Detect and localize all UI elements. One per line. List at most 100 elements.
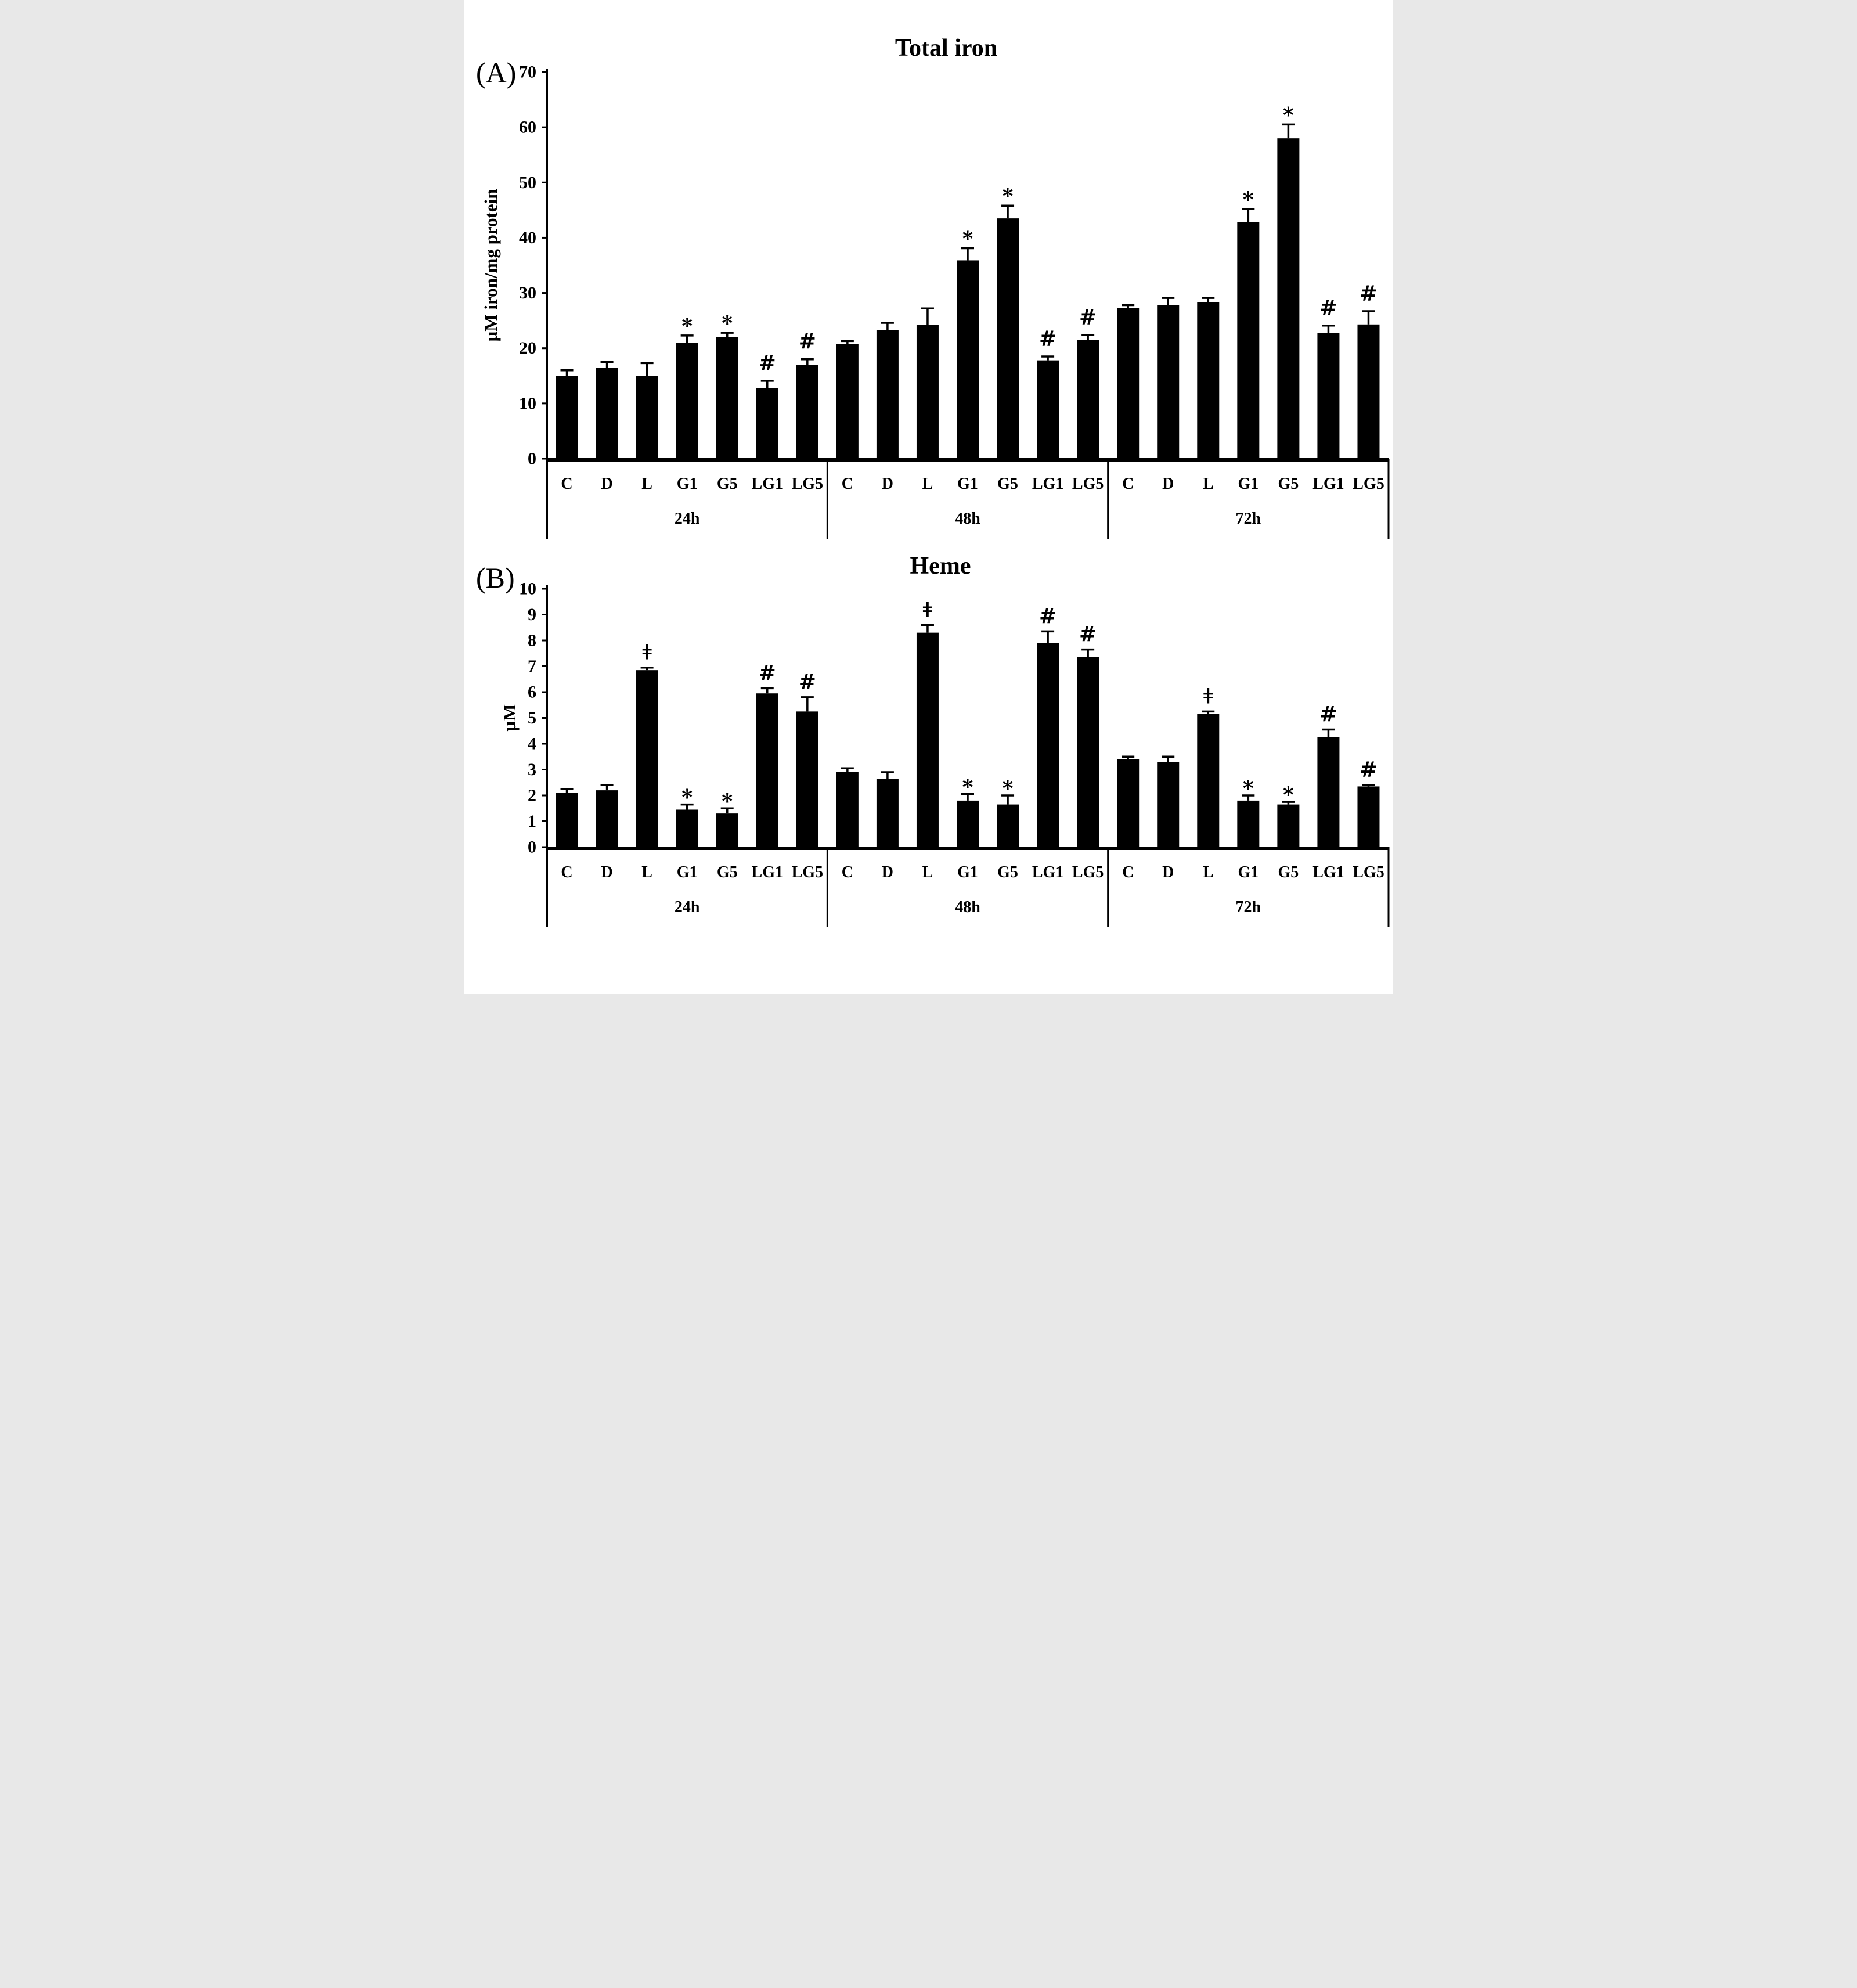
x-cat-label-C-24h: C xyxy=(561,475,572,493)
bar-G5-24h xyxy=(716,337,738,459)
x-cat-label-LG5-24h: LG5 xyxy=(791,475,823,493)
x-cat-label-G1-72h: G1 xyxy=(1238,475,1259,493)
sig-G5-72h: * xyxy=(1282,783,1293,807)
x-cat-label-L-48h: L xyxy=(922,863,933,881)
bar-LG5-24h xyxy=(796,365,818,459)
bar-D-24h xyxy=(596,368,618,459)
x-cat-label-G1-48h: G1 xyxy=(957,863,978,881)
bar-C-48h xyxy=(836,772,859,847)
sig-LG1-24h: # xyxy=(758,351,776,376)
sig-G1-48h: * xyxy=(962,227,973,251)
group-label-48h: 48h xyxy=(955,898,980,916)
sig-LG5-48h: # xyxy=(1079,622,1097,647)
x-cat-label-C-24h: C xyxy=(561,863,572,881)
x-cat-label-LG1-72h: LG1 xyxy=(1312,863,1344,881)
group-label-72h: 72h xyxy=(1235,510,1261,528)
y-tick-label: 10 xyxy=(519,579,536,599)
x-cat-label-D-24h: D xyxy=(601,475,612,493)
x-cat-label-L-24h: L xyxy=(641,863,652,881)
sig-LG1-24h: # xyxy=(758,661,776,685)
bar-D-48h xyxy=(876,779,899,847)
sig-G5-48h: * xyxy=(1002,776,1013,801)
y-tick-label: 10 xyxy=(519,394,536,413)
x-cat-label-G5-24h: G5 xyxy=(716,475,737,493)
sig-L-48h: ǂ xyxy=(922,597,932,622)
bar-LG1-72h xyxy=(1317,333,1339,459)
x-axis-line xyxy=(546,847,1389,850)
sig-L-72h: ǂ xyxy=(1203,684,1213,708)
bar-C-24h xyxy=(556,793,578,847)
bar-G5-48h xyxy=(996,218,1019,459)
panel-b-corner-label: (B) xyxy=(476,561,515,594)
x-cat-label-G1-24h: G1 xyxy=(676,863,697,881)
group-label-24h: 24h xyxy=(674,510,699,528)
sig-LG5-24h: # xyxy=(798,670,816,694)
bar-G5-48h xyxy=(996,804,1019,847)
x-cat-label-LG5-72h: LG5 xyxy=(1353,863,1384,881)
sig-LG1-48h: # xyxy=(1039,327,1056,351)
bar-LG5-48h xyxy=(1076,340,1099,459)
y-tick-label: 60 xyxy=(519,118,536,137)
sig-LG5-24h: # xyxy=(798,330,816,354)
bar-G1-72h xyxy=(1236,800,1259,847)
sig-G1-48h: * xyxy=(962,775,973,799)
x-axis-line xyxy=(546,458,1389,462)
x-cat-label-L-72h: L xyxy=(1202,475,1213,493)
bar-L-24h xyxy=(636,670,658,847)
x-cat-label-D-72h: D xyxy=(1162,863,1174,881)
y-tick-label: 9 xyxy=(528,605,536,624)
bar-L-72h xyxy=(1196,714,1219,847)
bar-G5-24h xyxy=(716,813,738,847)
y-tick-label: 0 xyxy=(528,838,536,857)
y-tick-label: 6 xyxy=(528,683,536,702)
x-cat-label-L-48h: L xyxy=(922,475,933,493)
bar-G1-48h xyxy=(956,800,979,847)
bar-L-48h xyxy=(916,632,939,847)
bar-D-24h xyxy=(596,790,618,847)
y-tick-label: 7 xyxy=(528,657,536,676)
bar-C-48h xyxy=(836,344,859,459)
bar-C-72h xyxy=(1116,759,1139,847)
figure-canvas: (A) Total iron µM iron/mg protein (B) He… xyxy=(464,0,1393,994)
panel-a-corner-label: (A) xyxy=(476,56,516,89)
bar-LG5-24h xyxy=(796,711,818,847)
y-tick-label: 1 xyxy=(528,812,536,831)
y-tick-label: 20 xyxy=(519,338,536,358)
sig-LG5-72h: # xyxy=(1360,282,1377,306)
x-cat-label-LG5-24h: LG5 xyxy=(791,863,823,881)
y-tick-label: 0 xyxy=(528,449,536,469)
x-cat-label-LG5-48h: LG5 xyxy=(1072,475,1103,493)
sig-L-24h: ǂ xyxy=(642,640,652,665)
x-cat-label-LG1-48h: LG1 xyxy=(1032,475,1063,493)
two-panel-bar-chart: (A) Total iron µM iron/mg protein (B) He… xyxy=(476,35,1389,927)
sig-LG1-72h: # xyxy=(1319,296,1337,320)
bar-L-72h xyxy=(1196,302,1219,459)
sig-G1-72h: * xyxy=(1242,776,1253,801)
x-cat-label-C-48h: C xyxy=(841,475,853,493)
x-cat-label-D-48h: D xyxy=(881,863,893,881)
bar-D-72h xyxy=(1156,762,1179,847)
x-cat-label-LG1-24h: LG1 xyxy=(751,863,783,881)
x-cat-label-G5-48h: G5 xyxy=(997,863,1018,881)
sig-G1-24h: * xyxy=(681,314,693,338)
bar-L-24h xyxy=(636,376,658,459)
group-label-72h: 72h xyxy=(1235,898,1261,916)
sig-G5-24h: * xyxy=(722,789,733,813)
x-cat-label-LG5-48h: LG5 xyxy=(1072,863,1103,881)
bar-G1-48h xyxy=(956,260,979,459)
bar-G1-24h xyxy=(676,343,698,459)
x-cat-label-G5-24h: G5 xyxy=(716,863,737,881)
panel-a-title: Total iron xyxy=(895,35,997,62)
x-cat-label-LG5-72h: LG5 xyxy=(1353,475,1384,493)
x-cat-label-G1-24h: G1 xyxy=(676,475,697,493)
y-tick-label: 2 xyxy=(528,786,536,805)
x-cat-label-L-24h: L xyxy=(641,475,652,493)
sig-LG1-72h: # xyxy=(1319,703,1337,727)
bar-LG1-48h xyxy=(1036,360,1059,459)
bar-LG5-48h xyxy=(1076,657,1099,847)
x-cat-label-C-72h: C xyxy=(1122,863,1134,881)
x-cat-label-G1-48h: G1 xyxy=(957,475,978,493)
bar-C-24h xyxy=(556,376,578,459)
y-tick-label: 3 xyxy=(528,760,536,779)
bar-D-48h xyxy=(876,330,899,459)
